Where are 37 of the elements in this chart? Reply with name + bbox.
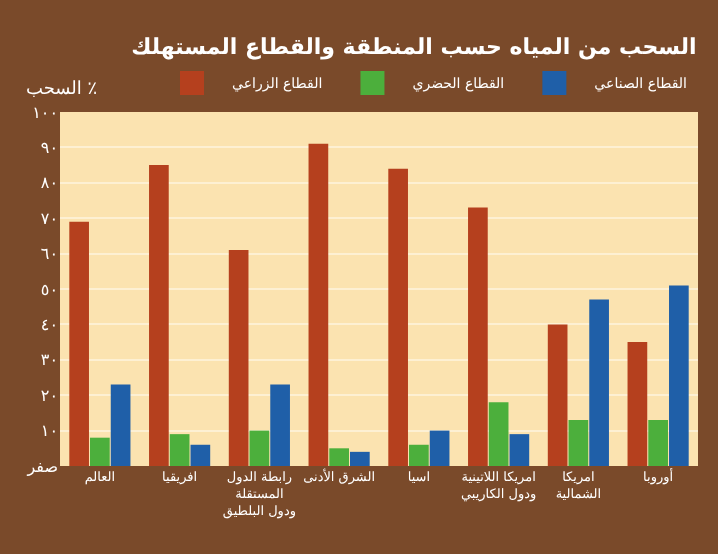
bar [190, 444, 211, 466]
y-tick-label: ٣٠ [40, 351, 58, 370]
bar [110, 384, 131, 466]
y-axis-title: السحب ٪ [26, 80, 98, 100]
bar [669, 285, 689, 466]
bar [388, 168, 408, 466]
bar [169, 434, 190, 466]
y-tick-label: ١٠٠ [32, 103, 58, 122]
y-tick-label: ٧٠ [40, 209, 58, 228]
y-tick-label: ٤٠ [40, 316, 58, 334]
bar [468, 207, 488, 466]
bar [329, 448, 349, 466]
bar [627, 342, 648, 466]
y-tick-label: ١٠ [40, 422, 58, 441]
bar [409, 444, 429, 466]
y-tick-label: ٦٠ [40, 245, 58, 264]
bar [69, 221, 89, 466]
bar [509, 434, 530, 466]
bar [270, 384, 290, 466]
y-tick-label: ٥٠ [40, 280, 58, 299]
y-tick-label: ٢٠ [40, 386, 58, 405]
y-tick-label: ٨٠ [40, 174, 58, 193]
bar [149, 165, 169, 466]
bar [648, 419, 668, 466]
bar [228, 250, 249, 466]
bar [308, 143, 329, 466]
bar [589, 299, 609, 466]
bar [488, 402, 509, 466]
bar [547, 324, 568, 466]
y-tick-label: ٩٠ [40, 139, 58, 157]
bar [249, 430, 270, 466]
bar [90, 437, 110, 466]
chart-title: السحب من المياه حسب المنطقة والقطاع المستهلك [131, 34, 697, 61]
bar [350, 451, 370, 466]
y-tick-label: صفر [25, 457, 59, 476]
bar [568, 419, 589, 466]
bar [429, 430, 450, 466]
